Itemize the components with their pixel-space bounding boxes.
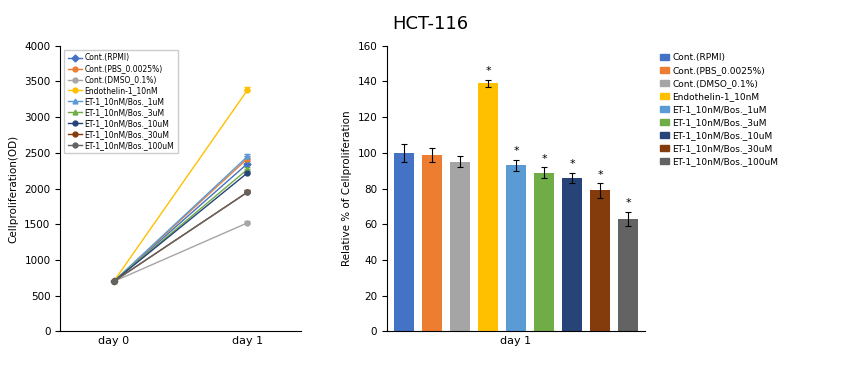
Legend: Cont.(RPMI), Cont.(PBS_0.0025%), Cont.(DMSO_0.1%), Endothelin-1_10nM, ET-1_10nM/: Cont.(RPMI), Cont.(PBS_0.0025%), Cont.(D… xyxy=(657,50,781,169)
Text: *: * xyxy=(541,154,547,163)
Legend: Cont.(RPMI), Cont.(PBS_0.0025%), Cont.(DMSO_0.1%), Endothelin-1_10nM, ET-1_10nM/: Cont.(RPMI), Cont.(PBS_0.0025%), Cont.(D… xyxy=(64,50,178,154)
Bar xyxy=(506,165,526,331)
Y-axis label: Cellproliferation(OD): Cellproliferation(OD) xyxy=(9,134,19,243)
Text: *: * xyxy=(569,159,574,169)
Bar xyxy=(590,190,611,331)
Bar xyxy=(421,155,442,331)
Text: *: * xyxy=(513,146,519,157)
Bar xyxy=(534,173,554,331)
Bar xyxy=(478,83,498,331)
Text: *: * xyxy=(485,66,491,76)
Bar xyxy=(562,178,582,331)
Bar xyxy=(394,153,414,331)
Text: HCT-116: HCT-116 xyxy=(392,15,468,33)
Y-axis label: Relative % of Cellproliferation: Relative % of Cellproliferation xyxy=(342,111,352,266)
Bar xyxy=(618,219,638,331)
Bar xyxy=(450,162,470,331)
Text: *: * xyxy=(625,198,631,208)
Text: *: * xyxy=(598,170,603,180)
